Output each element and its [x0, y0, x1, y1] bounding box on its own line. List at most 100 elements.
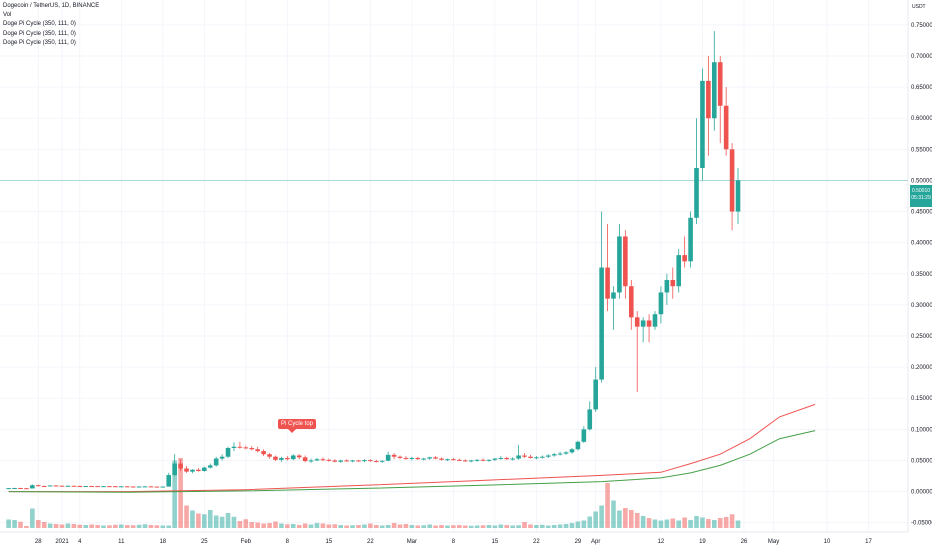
volume-bar — [433, 525, 438, 528]
candle-body — [593, 379, 598, 410]
volume-bar — [611, 500, 616, 528]
candle-body — [308, 460, 314, 462]
volume-bar — [338, 525, 344, 528]
volume-bar — [480, 525, 486, 528]
candle-body — [130, 486, 136, 488]
symbol-title[interactable]: Dogecoin / TetherUS, 1D, BINANCE — [3, 3, 100, 9]
candle-body — [379, 460, 385, 462]
x-tick-label: 15 — [492, 539, 499, 545]
bar-countdown: 05:31:29 — [911, 195, 931, 201]
x-tick-label: 17 — [865, 539, 872, 545]
candle-body — [344, 460, 349, 462]
candle-body — [202, 467, 207, 472]
time-axis[interactable]: 28 2021 4 11 18 25 Feb 8 15 22 Mar 8 15 22 29 Apr 12 19 26… — [35, 539, 873, 545]
volume-bar — [717, 518, 723, 528]
candle-body — [640, 320, 646, 327]
indicator-pi-cycle-3[interactable]: Doge Pi Cycle (350, 111, 0) — [3, 39, 76, 46]
volume-bar — [670, 518, 676, 528]
x-tick-label: 8 — [286, 539, 290, 545]
volume-bar — [451, 525, 456, 528]
volume-bar — [83, 525, 89, 528]
volume-bar — [154, 525, 160, 528]
volume-bar — [219, 516, 225, 528]
candle-body — [47, 485, 53, 487]
candle-body — [563, 452, 569, 454]
candle-body — [634, 317, 640, 327]
candle-body — [516, 455, 521, 459]
x-tick-label: 26 — [741, 539, 748, 545]
candle-body — [154, 486, 160, 488]
x-tick-label: 22 — [533, 539, 540, 545]
candle-body — [207, 465, 213, 468]
volume-bar — [314, 523, 320, 528]
volume-bar — [95, 525, 100, 528]
candle-body — [65, 485, 71, 487]
candle-body — [368, 460, 373, 462]
volume-bar — [142, 524, 148, 528]
candle-body — [652, 314, 658, 327]
volume-bar — [551, 525, 557, 528]
volume-bar — [273, 521, 278, 528]
volume-bar — [362, 524, 367, 528]
volume-bar — [35, 520, 41, 528]
candle-body — [694, 168, 699, 218]
candle-body — [646, 320, 652, 327]
candle-body — [190, 469, 195, 472]
indicator-pi-cycle-2[interactable]: Doge Pi Cycle (350, 111, 0) — [3, 30, 76, 37]
currency-unit[interactable]: USDT — [912, 4, 926, 10]
candle-body — [557, 453, 563, 455]
volume-bar — [30, 508, 35, 528]
volume-bar — [682, 517, 687, 528]
volume-bar — [207, 510, 213, 528]
volume-bar — [373, 525, 379, 528]
candle-body — [350, 460, 355, 462]
volume-bar — [172, 460, 177, 528]
candle-body — [605, 267, 610, 299]
candle-body — [658, 292, 664, 315]
candle-body — [540, 456, 545, 458]
volume-bar — [89, 524, 94, 528]
volume-bar — [350, 525, 355, 528]
volume-bar — [658, 520, 664, 528]
indicator-volume[interactable]: Vol — [3, 12, 12, 19]
volume-bar — [516, 525, 521, 528]
volume-bar — [213, 515, 219, 528]
candle-body — [735, 180, 741, 212]
candle-body — [196, 469, 201, 472]
candle-body — [243, 447, 249, 449]
volume-bar — [391, 523, 397, 528]
candle-body — [462, 460, 468, 462]
volume-bar — [468, 525, 474, 528]
volume-bar — [166, 525, 172, 528]
volume-bar — [344, 525, 349, 528]
volume-bar — [101, 525, 106, 528]
price-axis[interactable]: 0.75000 0.70000 0.65000 0.60000 0.55000 0.500… — [911, 23, 932, 527]
indicator-pi-cycle-1[interactable]: Doge Pi Cycle (350, 111, 0) — [3, 21, 76, 28]
y-tick-label: 0.75000 — [911, 23, 932, 29]
candle-body — [409, 457, 415, 459]
volume-bar — [279, 523, 284, 528]
candle-body — [504, 457, 510, 460]
candle-body — [338, 460, 344, 462]
candle-body — [433, 457, 438, 459]
volume-bar — [320, 523, 326, 528]
volume-bar — [379, 525, 385, 528]
volume-bar — [646, 518, 652, 528]
candle-body — [148, 486, 154, 488]
candle-body — [30, 485, 35, 489]
volume-bar — [403, 524, 409, 528]
volume-bar — [706, 519, 711, 528]
candles[interactable] — [6, 31, 741, 490]
candle-body — [468, 460, 474, 462]
volume-bar — [628, 510, 634, 528]
pi-cycle-top-label[interactable]: Pi Cycle top — [278, 419, 317, 433]
candle-body — [688, 217, 693, 262]
candle-body — [332, 460, 338, 462]
volume-bar — [492, 525, 498, 528]
candle-body — [24, 488, 29, 490]
candle-body — [723, 105, 729, 150]
volume-bar — [421, 525, 427, 528]
candle-body — [712, 62, 717, 119]
volume-bar — [640, 516, 646, 528]
